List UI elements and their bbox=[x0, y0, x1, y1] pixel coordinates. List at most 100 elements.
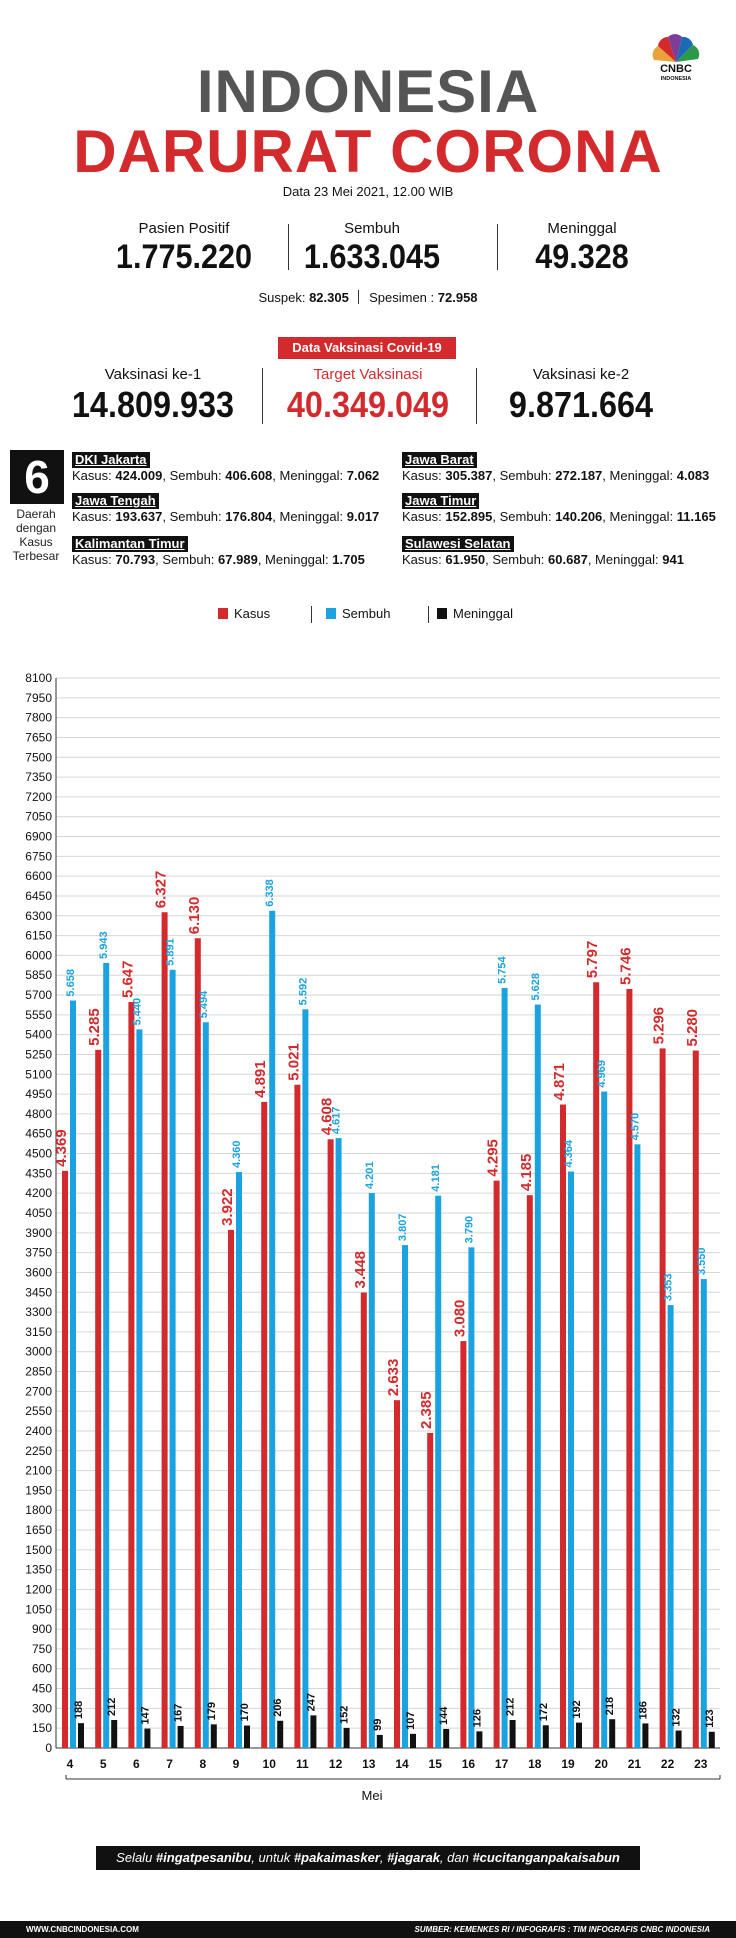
label-sembuh: 5.943 bbox=[98, 931, 110, 959]
y-tick-label: 7950 bbox=[25, 691, 52, 705]
y-tick-label: 6600 bbox=[25, 869, 52, 883]
region-meninggal: 9.017 bbox=[346, 509, 380, 524]
y-tick-label: 1050 bbox=[25, 1602, 52, 1616]
region-name: Jawa Tengah bbox=[72, 493, 159, 509]
logo-feather-3 bbox=[668, 34, 682, 62]
bar-sembuh bbox=[568, 1171, 574, 1748]
label-sembuh: 3.353 bbox=[663, 1274, 675, 1302]
x-tick-label: 15 bbox=[429, 1757, 443, 1771]
x-tick-label: 18 bbox=[528, 1757, 542, 1771]
label-meninggal: 172 bbox=[538, 1703, 550, 1721]
bar-sembuh bbox=[601, 1091, 608, 1748]
legend-meninggal: Meninggal bbox=[437, 606, 513, 621]
label-sembuh: 4.360 bbox=[231, 1141, 243, 1169]
label-kasus: 4.185 bbox=[518, 1154, 535, 1192]
bar-meninggal bbox=[542, 1725, 549, 1748]
x-tick-label: 22 bbox=[661, 1757, 675, 1771]
bar-meninggal bbox=[210, 1724, 217, 1748]
y-tick-label: 6450 bbox=[25, 889, 52, 903]
label-kasus: 5.285 bbox=[86, 1008, 103, 1046]
region-item: DKI Jakarta Kasus: 424.009, Sembuh: 406.6… bbox=[72, 452, 380, 483]
vaksinasi-badge: Data Vaksinasi Covid-19 bbox=[278, 337, 456, 359]
x-tick-label: 17 bbox=[495, 1757, 509, 1771]
logo-subtext: INDONESIA bbox=[661, 76, 692, 82]
bar-kasus bbox=[560, 1104, 566, 1748]
label-meninggal: 107 bbox=[405, 1712, 417, 1730]
stat-value: 1.775.220 bbox=[115, 238, 253, 276]
stat-sembuh: Sembuh 1.633.045 bbox=[262, 220, 482, 277]
y-tick-label: 4650 bbox=[25, 1127, 52, 1141]
x-tick-label: 9 bbox=[233, 1757, 240, 1771]
y-tick-label: 6900 bbox=[25, 830, 52, 844]
label-sembuh: 5.440 bbox=[131, 998, 143, 1026]
label-kasus: 2.385 bbox=[418, 1391, 435, 1429]
y-tick-label: 5700 bbox=[25, 988, 52, 1002]
bar-kasus bbox=[360, 1292, 367, 1748]
region-name: Jawa Timur bbox=[402, 493, 480, 509]
stat-meninggal: Meninggal 49.328 bbox=[472, 220, 692, 277]
bar-sembuh bbox=[501, 987, 508, 1748]
bar-meninggal bbox=[410, 1733, 416, 1748]
label-meninggal: 99 bbox=[372, 1719, 384, 1731]
website-link[interactable]: WWW.CNBCINDONESIA.COM bbox=[26, 1925, 139, 1934]
bar-sembuh bbox=[70, 1000, 76, 1748]
legend-sembuh: Sembuh bbox=[326, 606, 390, 621]
stat-label: Sembuh bbox=[344, 220, 400, 237]
region-kasus: 61.950 bbox=[445, 552, 486, 567]
label-meninggal: 152 bbox=[339, 1706, 351, 1724]
divider bbox=[262, 368, 263, 424]
label-meninggal: 179 bbox=[206, 1702, 218, 1720]
label-kasus: 5.797 bbox=[584, 941, 601, 979]
bar-meninggal bbox=[609, 1719, 616, 1748]
region-sembuh: 406.608 bbox=[225, 468, 273, 483]
bar-kasus bbox=[194, 938, 201, 1748]
bar-kasus bbox=[294, 1084, 301, 1748]
label-sembuh: 5.754 bbox=[497, 955, 509, 983]
y-tick-label: 5850 bbox=[25, 968, 52, 982]
suspek-value: 82.305 bbox=[309, 290, 349, 305]
vaksinasi-label: Target Vaksinasi bbox=[313, 366, 423, 383]
bar-meninggal bbox=[343, 1727, 350, 1748]
bar-meninggal bbox=[476, 1731, 483, 1748]
slogan: Selalu #ingatpesanibu, untuk #pakaimaske… bbox=[96, 1846, 640, 1870]
label-kasus: 4.871 bbox=[551, 1063, 568, 1101]
bar-sembuh bbox=[667, 1305, 674, 1748]
x-tick-label: 11 bbox=[296, 1757, 309, 1771]
label-meninggal: 167 bbox=[173, 1704, 185, 1722]
bar-meninggal bbox=[708, 1731, 715, 1748]
label-sembuh: 4.201 bbox=[364, 1162, 376, 1190]
x-tick-label: 4 bbox=[67, 1757, 74, 1771]
bar-kasus bbox=[659, 1048, 666, 1748]
label-kasus: 5.296 bbox=[651, 1007, 668, 1045]
bar-meninggal bbox=[576, 1722, 582, 1748]
vaksinasi-value: 9.871.664 bbox=[508, 384, 654, 425]
y-tick-label: 4350 bbox=[25, 1166, 52, 1180]
y-tick-label: 2700 bbox=[25, 1384, 52, 1398]
bar-meninggal bbox=[244, 1725, 250, 1748]
bar-sembuh bbox=[136, 1029, 143, 1748]
bar-sembuh bbox=[634, 1144, 641, 1748]
label-sembuh: 4.969 bbox=[596, 1060, 608, 1088]
stat-value: 1.633.045 bbox=[303, 238, 441, 276]
label-meninggal: 218 bbox=[604, 1697, 616, 1715]
vaksinasi-target: Target Vaksinasi 40.349.049 bbox=[253, 366, 483, 427]
y-tick-label: 4050 bbox=[25, 1206, 52, 1220]
bar-sembuh bbox=[468, 1247, 475, 1748]
region-meninggal: 11.165 bbox=[676, 509, 716, 524]
region-caption: Daerah dengan Kasus Terbesar bbox=[12, 507, 60, 563]
region-meninggal: 941 bbox=[662, 552, 684, 567]
suspek-label: Suspek: bbox=[258, 290, 306, 305]
vaksinasi-label: Vaksinasi ke-1 bbox=[104, 366, 202, 383]
spesimen-label: Spesimen : bbox=[369, 290, 435, 305]
y-tick-label: 1650 bbox=[25, 1523, 52, 1537]
bar-sembuh bbox=[435, 1195, 442, 1748]
label-kasus: 4.891 bbox=[252, 1060, 269, 1098]
x-tick-label: 10 bbox=[263, 1757, 277, 1771]
logo-feather-4 bbox=[676, 36, 693, 62]
label-kasus: 5.280 bbox=[684, 1009, 701, 1047]
x-tick-label: 16 bbox=[462, 1757, 476, 1771]
y-tick-label: 5250 bbox=[25, 1047, 52, 1061]
y-tick-label: 2550 bbox=[25, 1404, 52, 1418]
bar-kasus bbox=[261, 1101, 268, 1748]
y-tick-label: 6000 bbox=[25, 948, 52, 962]
